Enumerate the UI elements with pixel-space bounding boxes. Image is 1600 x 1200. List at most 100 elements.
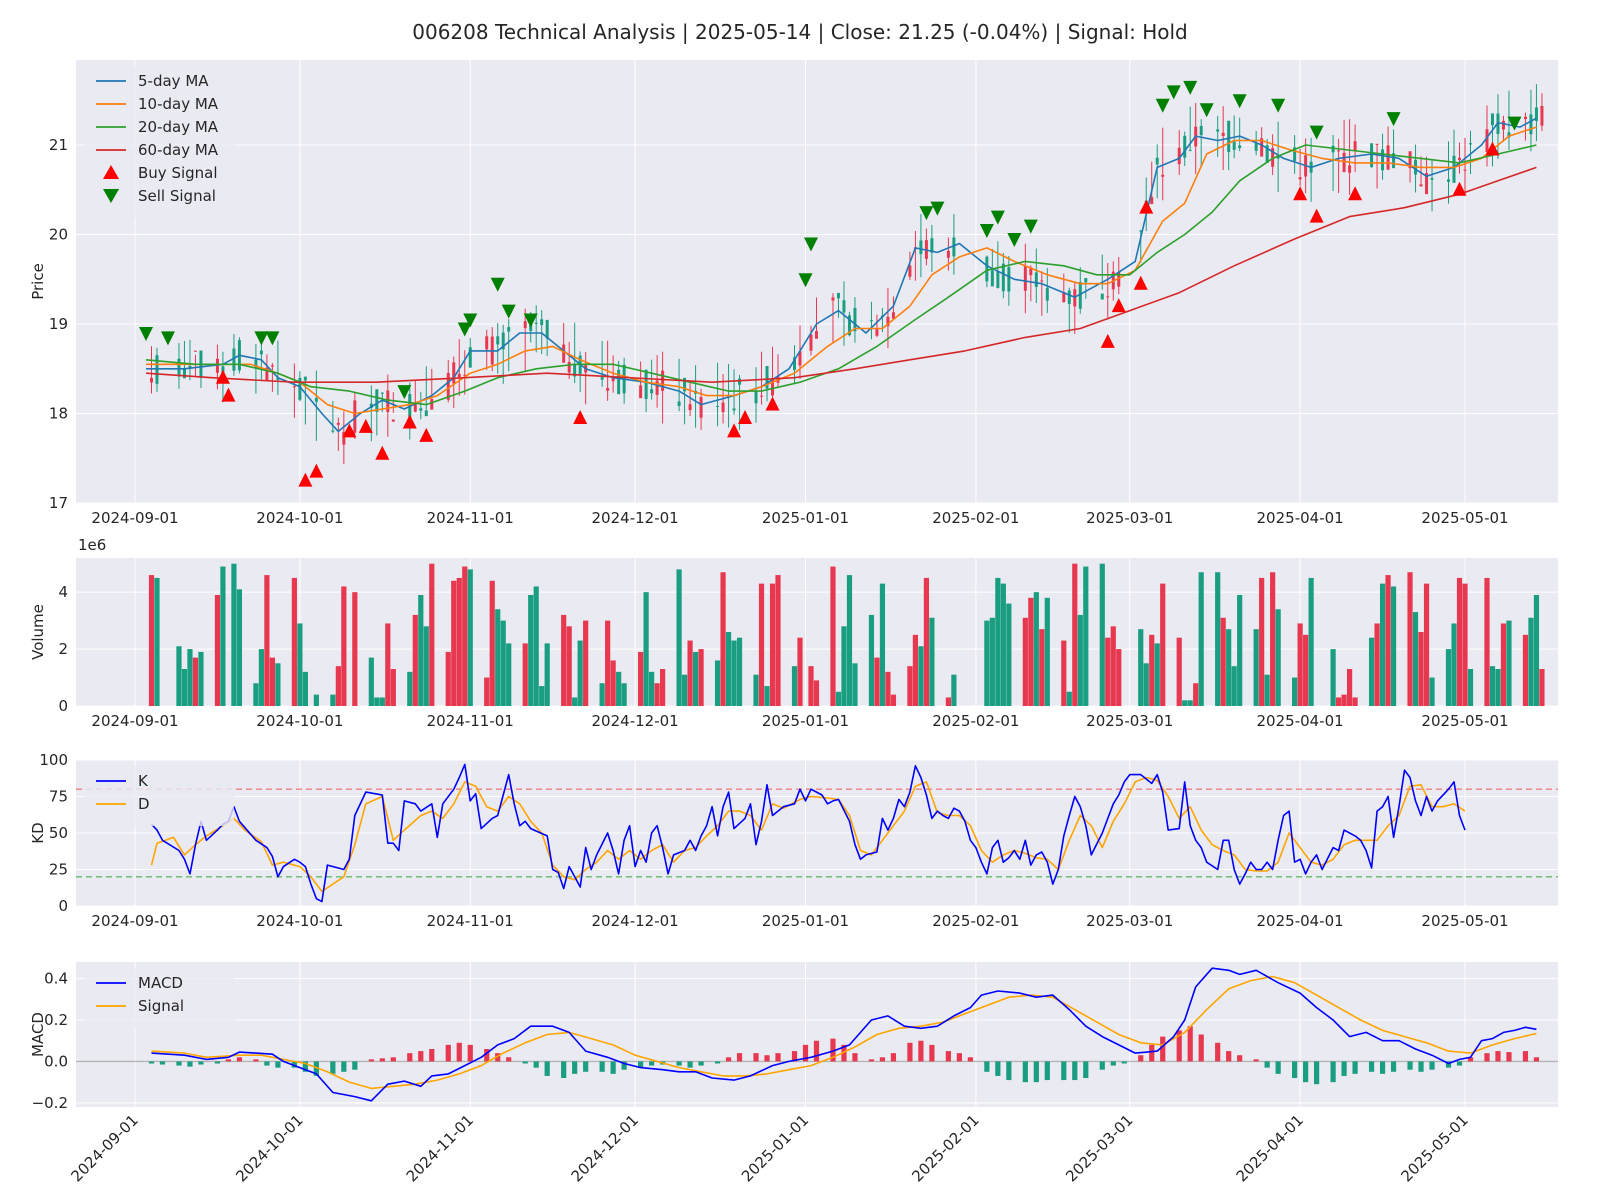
volume-bar	[1110, 626, 1116, 706]
candle-body	[661, 370, 665, 391]
volume-bar	[1297, 623, 1303, 706]
candle-body	[386, 390, 390, 412]
sell-signal-marker	[254, 331, 269, 346]
kd-ytick-label: 75	[49, 788, 68, 806]
macd-histogram-bar	[918, 1040, 924, 1062]
kd-legend-label: D	[138, 795, 150, 813]
candle-body	[314, 397, 318, 402]
price-ytick-label: 21	[49, 136, 68, 154]
volume-bar	[621, 683, 627, 706]
macd-histogram-bar	[1253, 1059, 1259, 1062]
macd-histogram-bar	[1456, 1061, 1463, 1066]
candle-body	[573, 363, 577, 377]
candle-body	[1381, 149, 1385, 171]
volume-bar	[506, 643, 512, 706]
candle-body	[1348, 165, 1352, 173]
volume-bar	[313, 694, 319, 706]
d-line	[150, 776, 1466, 893]
volume-bar	[638, 651, 644, 706]
volume-bar	[1264, 674, 1270, 706]
volume-bar	[1231, 666, 1237, 706]
volume-bar	[1193, 683, 1199, 706]
volume-bar	[1259, 577, 1265, 706]
macd-histogram-bar	[456, 1042, 462, 1062]
candle-body	[683, 377, 687, 392]
volume-bar	[1456, 577, 1463, 706]
volume-bar	[654, 683, 660, 706]
macd-histogram-bar	[368, 1059, 374, 1062]
buy-signal-marker	[221, 387, 236, 402]
candle-body	[1078, 281, 1082, 309]
volume-bar	[176, 646, 182, 706]
volume-bar	[1154, 643, 1160, 706]
macd-histogram-bar	[418, 1051, 424, 1062]
volume-bar	[681, 674, 688, 706]
candle-body	[1232, 141, 1236, 150]
volume-bar	[1022, 617, 1028, 706]
ma10-line	[146, 126, 1537, 415]
volume-bar	[489, 580, 495, 706]
candle-body	[193, 350, 197, 352]
buy-signal-legend-marker	[103, 165, 119, 179]
volume-bar	[1445, 649, 1452, 706]
volume-bar	[1253, 629, 1259, 706]
kd-ytick-label: 25	[49, 861, 68, 879]
candle-body	[600, 377, 604, 380]
macd-histogram-bar	[725, 1057, 732, 1062]
volume-y-axis-label: Volume	[29, 604, 47, 660]
candle-body	[1540, 106, 1544, 126]
volume-xtick-label: 2024-11-01	[427, 712, 514, 730]
volume-bar	[1187, 700, 1193, 706]
volume-bar	[484, 677, 490, 706]
sell-signal-marker	[798, 273, 813, 288]
macd-histogram-bar	[753, 1053, 759, 1062]
candle-body	[424, 410, 428, 417]
price-xtick-label: 2024-10-01	[256, 509, 343, 527]
volume-bar	[1539, 669, 1545, 706]
candle-body	[606, 387, 610, 391]
sell-signal-marker	[138, 326, 153, 341]
macd-histogram-bar	[1467, 1057, 1474, 1062]
price-xtick-label: 2025-05-01	[1421, 509, 1508, 527]
candle-body	[463, 374, 467, 376]
macd-histogram-bar	[1429, 1061, 1435, 1070]
macd-histogram-bar	[621, 1061, 627, 1070]
macd-histogram-bar	[802, 1044, 809, 1062]
candle-body	[1100, 293, 1104, 300]
sell-signal-marker	[1232, 94, 1247, 109]
candle-body	[391, 419, 395, 422]
volume-bar	[1330, 649, 1336, 706]
macd-histogram-bar	[638, 1061, 644, 1068]
volume-bar	[566, 626, 572, 706]
buy-signal-marker	[1139, 199, 1154, 214]
candle-body	[457, 373, 461, 378]
volume-bar	[912, 634, 919, 706]
candle-body	[1375, 143, 1379, 145]
volume-bar	[720, 572, 726, 706]
volume-bar	[269, 657, 275, 706]
buy-signal-marker	[1111, 298, 1126, 313]
candle-body	[1150, 197, 1154, 205]
candle-body	[501, 332, 505, 350]
candle-body	[1029, 267, 1033, 276]
macd-histogram-bar	[264, 1061, 270, 1066]
macd-histogram-bar	[1484, 1053, 1490, 1062]
volume-bar	[445, 651, 451, 706]
sell-signal-marker	[1023, 219, 1038, 234]
price-ytick-label: 18	[49, 405, 68, 423]
volume-bar	[533, 586, 539, 706]
candle-body	[336, 422, 340, 425]
candle-body	[1468, 143, 1472, 145]
sell-signal-marker	[501, 304, 516, 319]
macd-histogram-bar	[929, 1044, 935, 1062]
kd-ytick-label: 50	[49, 824, 68, 842]
sell-signal-marker	[1309, 125, 1324, 140]
buy-signal-marker	[375, 445, 390, 460]
volume-bar	[841, 626, 847, 706]
candle-body	[1353, 141, 1357, 151]
candle-body	[270, 365, 274, 367]
macd-xtick-label: 2025-02-01	[908, 1111, 982, 1185]
volume-bar	[687, 640, 693, 706]
price-legend-label: 20-day MA	[138, 118, 219, 136]
macd-histogram-bar	[148, 1061, 155, 1064]
